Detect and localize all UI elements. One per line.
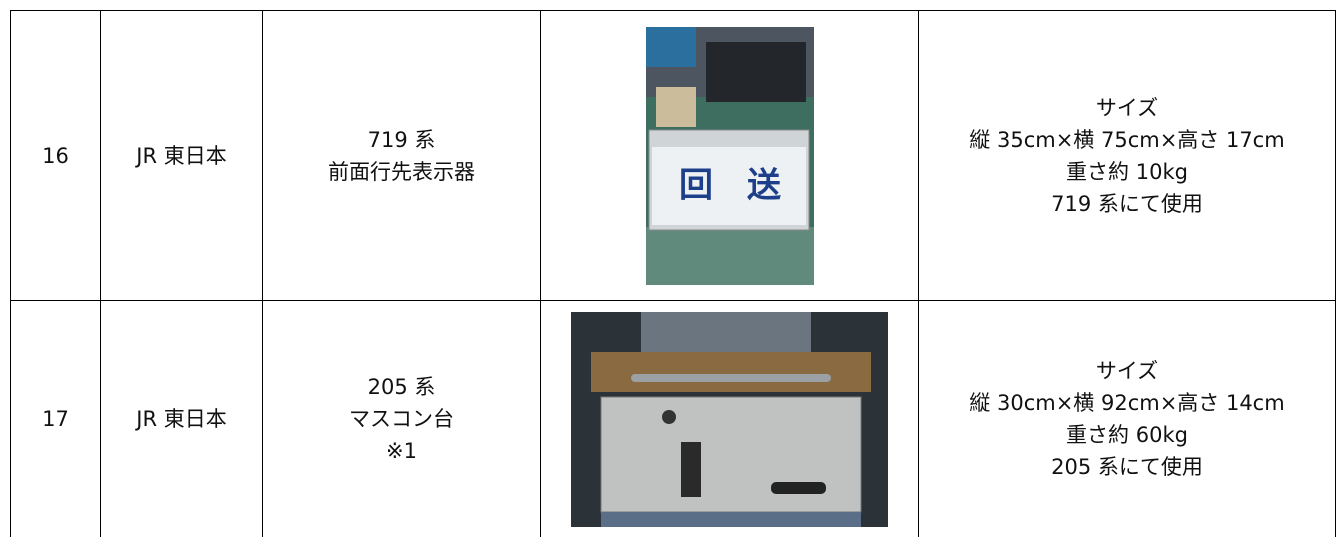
text-line: 前面行先表示器 (263, 156, 540, 188)
photo (571, 312, 888, 527)
company: JR 東日本 (136, 407, 226, 431)
text-line: 719 系 (263, 124, 540, 156)
company-cell: JR 東日本 (101, 301, 263, 537)
text-line: 縦 30cm×横 92cm×高さ 14cm (919, 387, 1335, 419)
table-row: 17 JR 東日本 205 系マスコン台※1 サイズ縦 30cm×横 92cm×… (11, 301, 1336, 537)
text-line: サイズ (919, 92, 1335, 124)
text-line: 縦 35cm×横 75cm×高さ 17cm (919, 124, 1335, 156)
table-row: 16 JR 東日本 719 系前面行先表示器 回 送 サイズ縦 35cm×横 7… (11, 11, 1336, 301)
item-no: 16 (42, 144, 69, 168)
text-line: マスコン台 (263, 403, 540, 435)
items-table: 16 JR 東日本 719 系前面行先表示器 回 送 サイズ縦 35cm×横 7… (10, 10, 1336, 537)
text-line: 719 系にて使用 (919, 188, 1335, 220)
text-line: ※1 (263, 435, 540, 467)
photo-cell (541, 301, 919, 537)
photo: 回 送 (646, 27, 814, 285)
name-cell: 205 系マスコン台※1 (263, 301, 541, 537)
company: JR 東日本 (136, 144, 226, 168)
text-line: 重さ約 10kg (919, 156, 1335, 188)
company-cell: JR 東日本 (101, 11, 263, 301)
photo-cell: 回 送 (541, 11, 919, 301)
no-cell: 16 (11, 11, 101, 301)
text-line: 205 系にて使用 (919, 451, 1335, 483)
no-cell: 17 (11, 301, 101, 537)
text-line: サイズ (919, 355, 1335, 387)
name-cell: 719 系前面行先表示器 (263, 11, 541, 301)
item-no: 17 (42, 407, 69, 431)
text-line: 205 系 (263, 371, 540, 403)
text-line: 重さ約 60kg (919, 419, 1335, 451)
sign-text: 回 送 (679, 165, 781, 205)
